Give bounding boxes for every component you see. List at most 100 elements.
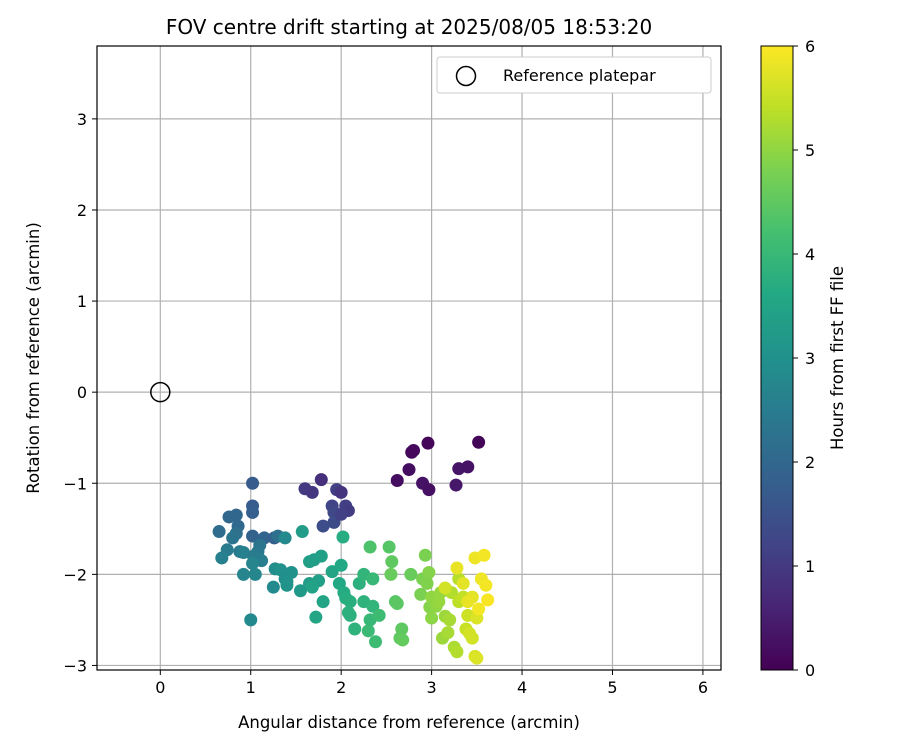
y-axis-label: Rotation from reference (arcmin) (24, 222, 43, 494)
x-tick-label: 2 (336, 678, 346, 697)
data-point (246, 476, 260, 490)
data-point (465, 631, 479, 645)
data-point (229, 508, 243, 522)
y-tick-label: 2 (77, 201, 87, 220)
data-point (441, 626, 455, 640)
x-axis-ticks: 0 1 2 3 4 5 6 (155, 670, 708, 697)
data-point (384, 567, 398, 581)
colorbar: 0 1 2 3 4 5 6 Hours from first FF file (760, 37, 847, 680)
legend-box (436, 56, 712, 94)
data-point (305, 580, 319, 594)
data-point (334, 507, 348, 521)
y-tick-label: −3 (63, 656, 87, 675)
x-tick-label: 6 (698, 678, 708, 697)
data-point (382, 540, 396, 554)
data-point (479, 578, 493, 592)
data-point (420, 576, 434, 590)
x-axis-label: Angular distance from reference (arcmin) (238, 713, 580, 732)
data-point (422, 483, 436, 497)
colorbar-gradient (760, 45, 794, 671)
data-point (293, 584, 307, 598)
x-tick-label: 3 (427, 678, 437, 697)
data-point (226, 531, 240, 545)
data-point (237, 567, 251, 581)
y-tick-label: 0 (77, 383, 87, 402)
data-point (248, 567, 262, 581)
data-point (305, 485, 319, 499)
x-tick-label: 1 (246, 678, 256, 697)
data-point (280, 578, 294, 592)
reference-platepar-marker (150, 381, 171, 403)
colorbar-tick-label: 5 (805, 141, 815, 160)
data-point (303, 555, 317, 569)
data-point (472, 435, 486, 449)
colorbar-label: Hours from first FF file (828, 266, 847, 450)
data-point (314, 549, 328, 563)
data-point (244, 613, 258, 627)
data-point (278, 531, 292, 545)
scatter-points (150, 381, 495, 665)
colorbar-tick-label: 6 (805, 37, 815, 56)
y-tick-label: −1 (63, 474, 87, 493)
data-point (334, 485, 348, 499)
chart-title: FOV centre drift starting at 2025/08/05 … (166, 15, 652, 39)
data-point (450, 561, 464, 575)
data-point (449, 478, 463, 492)
data-point (456, 576, 470, 590)
data-point (402, 463, 416, 477)
colorbar-tick-label: 0 (805, 661, 815, 680)
colorbar-tick-label: 3 (805, 349, 815, 368)
data-point (314, 473, 328, 487)
data-point (284, 566, 298, 580)
data-point (343, 608, 357, 622)
data-point (336, 530, 350, 544)
colorbar-tick-label: 4 (805, 245, 815, 264)
data-point (461, 460, 475, 474)
data-point (212, 525, 226, 539)
legend-label: Reference platepar (503, 66, 656, 85)
data-point (334, 558, 348, 572)
data-point (366, 572, 380, 586)
y-tick-label: −2 (63, 565, 87, 584)
data-point (246, 556, 260, 570)
data-point (477, 548, 491, 562)
data-point (343, 595, 357, 609)
data-point (470, 651, 484, 665)
data-point (422, 566, 436, 580)
data-point (385, 555, 399, 569)
y-tick-label: 3 (77, 110, 87, 129)
data-point (316, 595, 330, 609)
data-point (472, 602, 486, 616)
data-point (438, 581, 452, 595)
data-point (481, 593, 495, 607)
x-tick-label: 5 (607, 678, 617, 697)
data-point (405, 445, 419, 459)
data-point (266, 580, 280, 594)
x-tick-label: 0 (155, 678, 165, 697)
data-point (421, 436, 435, 450)
data-point (325, 565, 339, 579)
data-point (215, 551, 229, 565)
colorbar-tick-label: 1 (805, 557, 815, 576)
plot-frame (96, 45, 722, 671)
data-point (309, 610, 323, 624)
y-tick-label: 1 (77, 292, 87, 311)
data-point (348, 622, 362, 636)
data-point (414, 587, 428, 601)
data-point (443, 613, 457, 627)
data-point (363, 540, 377, 554)
data-point (246, 529, 260, 543)
data-point (404, 567, 418, 581)
legend: Reference platepar (436, 56, 712, 94)
data-point (418, 548, 432, 562)
data-point (361, 624, 375, 638)
data-point (425, 611, 439, 625)
data-point (432, 595, 446, 609)
grid (97, 46, 721, 670)
data-point (237, 545, 251, 559)
legend-marker-icon (455, 65, 477, 87)
data-point (369, 635, 383, 649)
data-point (372, 608, 386, 622)
y-axis-ticks: −3 −2 −1 0 1 2 3 (63, 110, 97, 675)
